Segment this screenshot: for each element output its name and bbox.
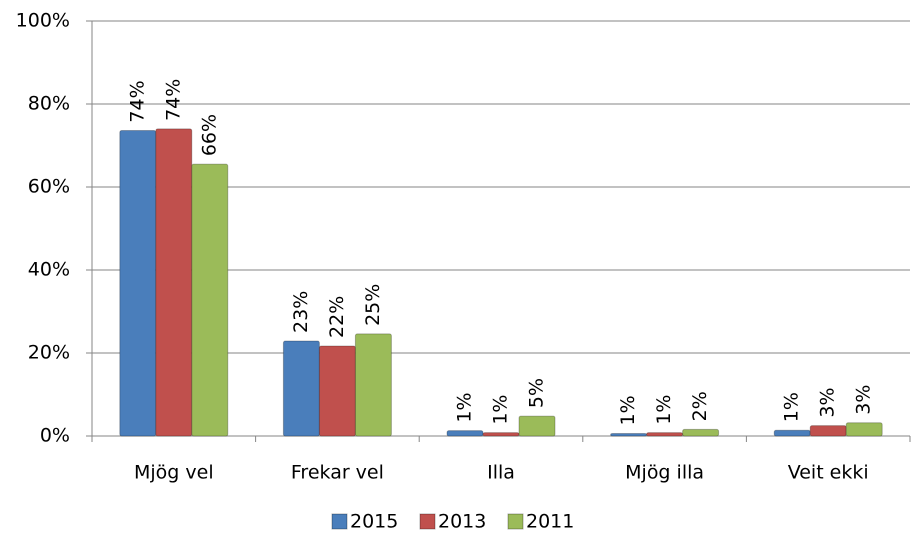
y-tick-label: 40%: [28, 259, 70, 281]
bar: [682, 428, 720, 437]
y-tick-label: 20%: [28, 342, 70, 364]
x-tick-label: Mjög illa: [625, 462, 704, 484]
bar: [845, 422, 883, 437]
value-label: 1%: [781, 392, 803, 422]
value-label: 3%: [853, 385, 875, 415]
bar: [191, 163, 229, 437]
value-label: 2%: [689, 391, 711, 421]
x-tick-label: Mjög vel: [134, 462, 214, 484]
bar: [282, 340, 320, 437]
y-tick-label: 100%: [16, 10, 70, 32]
y-tick-label: 60%: [28, 176, 70, 198]
value-label: 25%: [362, 284, 384, 326]
value-label: 22%: [326, 296, 348, 338]
bar: [518, 415, 556, 437]
legend-label: 2011: [526, 511, 574, 533]
bar: [610, 433, 648, 437]
bar: [446, 430, 484, 437]
legend-label: 2015: [350, 511, 398, 533]
bar: [773, 429, 811, 437]
legend-swatch: [331, 513, 348, 530]
value-label: 74%: [162, 79, 184, 121]
value-label: 66%: [198, 114, 220, 156]
bar: [646, 432, 684, 437]
bar: [354, 333, 392, 437]
value-label: 23%: [290, 291, 312, 333]
value-label: 1%: [490, 395, 512, 425]
bar: [809, 425, 847, 437]
value-label: 1%: [454, 392, 476, 422]
legend-label: 2013: [438, 511, 486, 533]
legend-swatch: [507, 513, 524, 530]
value-label: 74%: [126, 80, 148, 122]
x-tick-label: Illa: [487, 462, 515, 484]
legend-swatch: [419, 513, 436, 530]
value-label: 5%: [526, 378, 548, 408]
x-tick-label: Veit ekki: [788, 462, 869, 484]
x-tick-label: Frekar vel: [291, 462, 384, 484]
value-label: 1%: [617, 395, 639, 425]
bar: [119, 130, 157, 437]
bar: [482, 432, 520, 437]
y-tick-label: 80%: [28, 93, 70, 115]
bar: [155, 128, 193, 437]
bar: [318, 345, 356, 437]
value-label: 3%: [817, 387, 839, 417]
y-tick-label: 0%: [40, 425, 70, 447]
value-label: 1%: [653, 395, 675, 425]
